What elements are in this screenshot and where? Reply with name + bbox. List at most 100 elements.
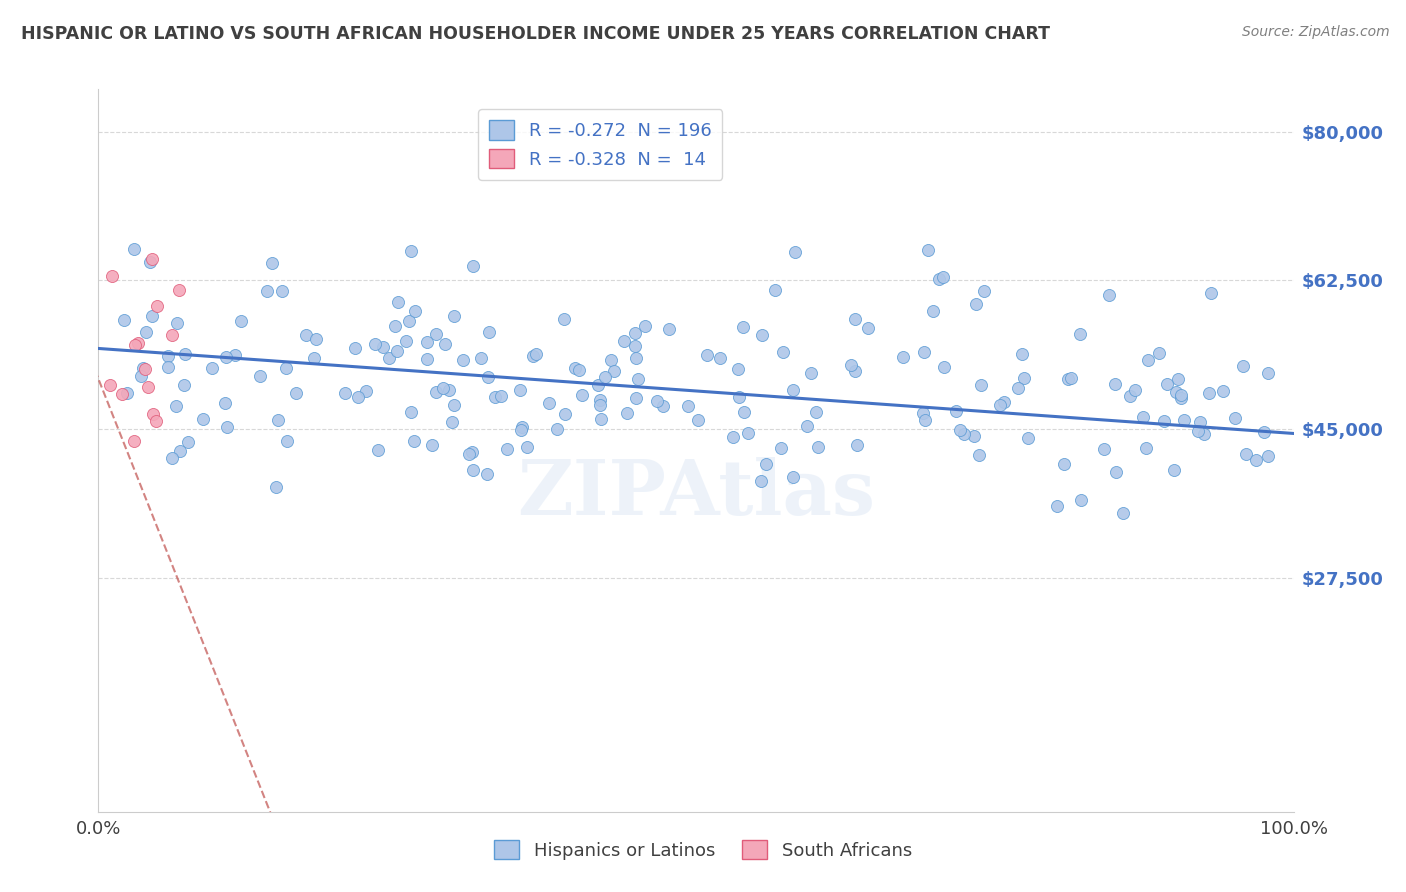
Point xyxy=(911,406,934,420)
Point xyxy=(1060,371,1083,385)
Point xyxy=(174,347,197,361)
Point xyxy=(627,372,650,386)
Point xyxy=(404,304,426,318)
Point xyxy=(912,345,935,359)
Point xyxy=(157,359,180,374)
Point xyxy=(600,353,623,368)
Point xyxy=(613,334,636,348)
Point xyxy=(229,314,252,328)
Point xyxy=(510,420,533,434)
Point xyxy=(1192,426,1215,441)
Point xyxy=(215,419,238,434)
Point xyxy=(589,392,612,407)
Point xyxy=(1234,447,1257,461)
Point xyxy=(305,332,328,346)
Point xyxy=(967,448,990,462)
Point xyxy=(917,244,939,258)
Point xyxy=(1199,285,1222,300)
Point xyxy=(1069,326,1091,341)
Point xyxy=(1046,499,1069,513)
Point xyxy=(333,386,356,401)
Point xyxy=(1092,442,1115,457)
Point xyxy=(138,380,160,394)
Point xyxy=(522,349,544,363)
Point xyxy=(1244,453,1267,467)
Point xyxy=(1007,380,1029,394)
Point xyxy=(1187,424,1209,438)
Point xyxy=(922,304,945,318)
Point xyxy=(384,318,406,333)
Point xyxy=(378,351,401,366)
Point xyxy=(624,391,647,405)
Point xyxy=(696,348,718,362)
Point xyxy=(496,442,519,457)
Point xyxy=(1012,370,1035,384)
Point xyxy=(1232,359,1254,374)
Point xyxy=(285,386,308,401)
Point xyxy=(127,335,149,350)
Point xyxy=(1170,388,1192,402)
Point xyxy=(491,389,513,403)
Point xyxy=(553,311,575,326)
Point xyxy=(224,348,246,362)
Point xyxy=(451,352,474,367)
Point xyxy=(524,347,547,361)
Point xyxy=(737,426,759,441)
Point xyxy=(420,438,443,452)
Legend: R = -0.272  N = 196, R = -0.328  N =  14: R = -0.272 N = 196, R = -0.328 N = 14 xyxy=(478,109,723,179)
Point xyxy=(395,334,418,349)
Point xyxy=(1011,347,1033,361)
Point xyxy=(364,337,387,351)
Point xyxy=(1198,385,1220,400)
Point xyxy=(616,406,638,420)
Point xyxy=(751,474,773,488)
Point xyxy=(970,377,993,392)
Point xyxy=(461,259,484,273)
Point xyxy=(807,440,830,454)
Point xyxy=(145,413,167,427)
Point xyxy=(547,422,569,436)
Point xyxy=(603,364,626,378)
Point xyxy=(425,385,447,400)
Point xyxy=(634,319,657,334)
Point xyxy=(166,317,188,331)
Point xyxy=(806,405,828,419)
Point xyxy=(441,416,464,430)
Point xyxy=(645,393,668,408)
Point xyxy=(276,360,298,375)
Point xyxy=(509,383,531,397)
Point xyxy=(1212,384,1234,398)
Point xyxy=(589,398,612,412)
Point xyxy=(686,413,709,427)
Point xyxy=(146,299,169,313)
Point xyxy=(934,359,956,374)
Point xyxy=(371,340,394,354)
Point xyxy=(484,390,506,404)
Point xyxy=(162,327,184,342)
Point xyxy=(589,412,612,426)
Point xyxy=(160,450,183,465)
Point xyxy=(98,378,121,392)
Point xyxy=(135,325,157,339)
Point xyxy=(387,294,409,309)
Point xyxy=(800,366,823,380)
Point xyxy=(993,394,1015,409)
Point xyxy=(1170,392,1192,406)
Point xyxy=(1017,431,1039,445)
Point xyxy=(142,407,165,421)
Point xyxy=(404,434,426,448)
Text: ZIPAtlas: ZIPAtlas xyxy=(517,457,875,531)
Point xyxy=(1167,372,1189,386)
Point xyxy=(1147,346,1170,360)
Text: HISPANIC OR LATINO VS SOUTH AFRICAN HOUSEHOLDER INCOME UNDER 25 YEARS CORRELATIO: HISPANIC OR LATINO VS SOUTH AFRICAN HOUS… xyxy=(21,25,1050,43)
Point xyxy=(1253,425,1275,439)
Point xyxy=(709,351,731,366)
Point xyxy=(271,284,294,298)
Point xyxy=(856,321,879,335)
Point xyxy=(169,443,191,458)
Point xyxy=(965,296,987,310)
Point xyxy=(416,335,439,350)
Point xyxy=(782,469,804,483)
Point xyxy=(658,321,681,335)
Point xyxy=(571,388,593,402)
